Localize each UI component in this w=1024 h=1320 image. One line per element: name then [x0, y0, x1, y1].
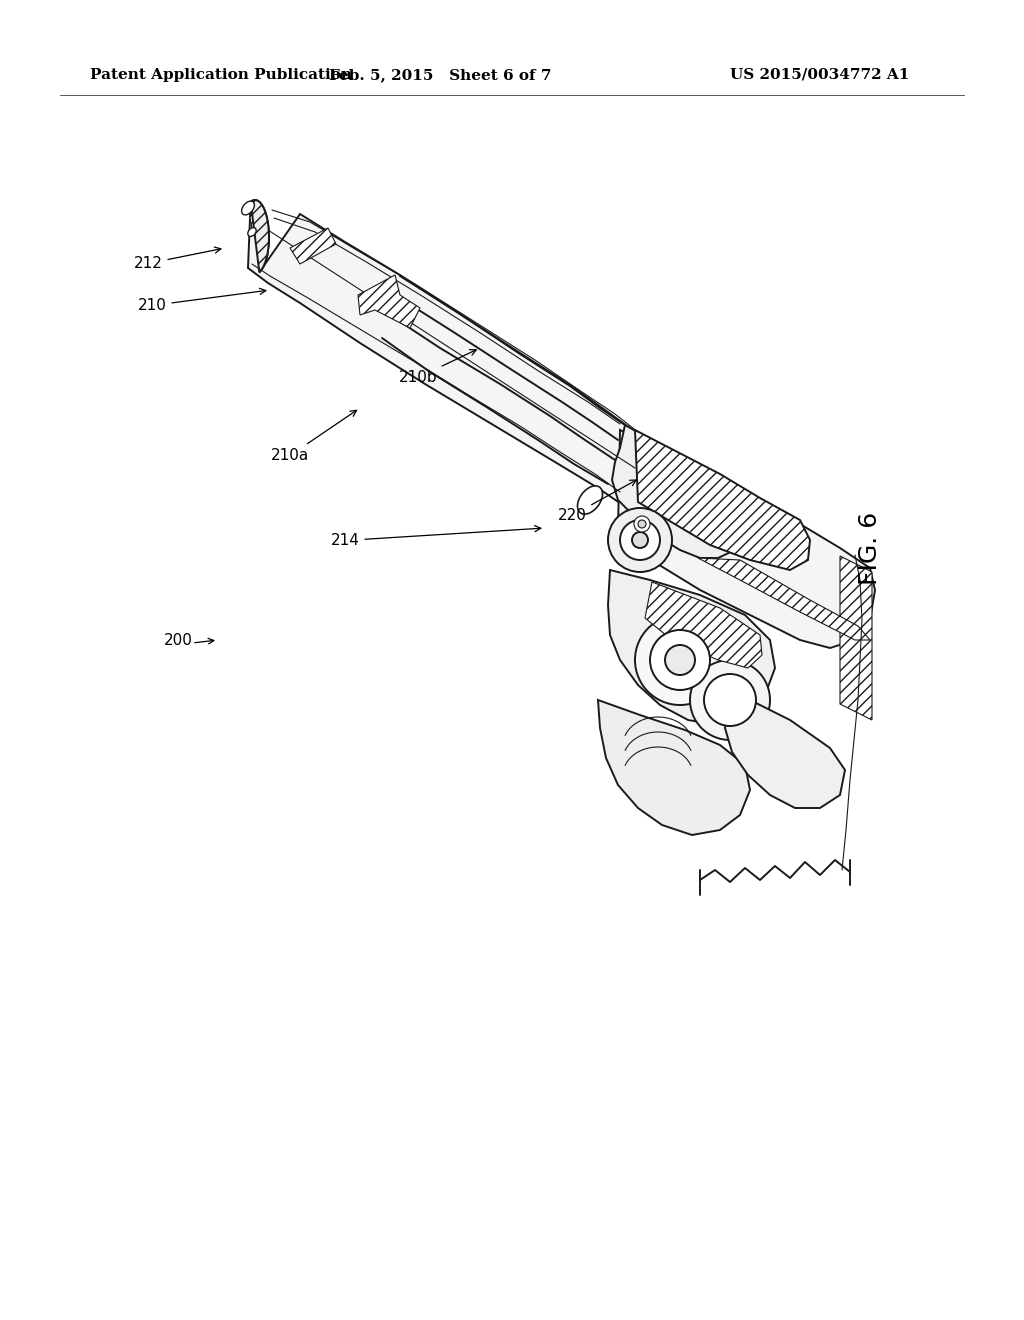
- Polygon shape: [250, 201, 269, 272]
- Circle shape: [608, 508, 672, 572]
- Text: 214: 214: [331, 525, 541, 548]
- Text: 210: 210: [137, 288, 266, 313]
- Polygon shape: [725, 690, 845, 808]
- Text: 212: 212: [133, 247, 221, 271]
- Polygon shape: [635, 430, 810, 570]
- Circle shape: [705, 675, 756, 726]
- Circle shape: [638, 520, 646, 528]
- Circle shape: [665, 645, 695, 675]
- Text: 210b: 210b: [398, 350, 476, 385]
- Polygon shape: [358, 275, 420, 327]
- Polygon shape: [645, 582, 762, 668]
- Polygon shape: [840, 556, 872, 719]
- Text: 210a: 210a: [271, 411, 356, 463]
- Text: 200: 200: [164, 634, 193, 648]
- Ellipse shape: [248, 227, 256, 236]
- Circle shape: [620, 520, 660, 560]
- Text: US 2015/0034772 A1: US 2015/0034772 A1: [730, 69, 909, 82]
- Polygon shape: [251, 201, 269, 272]
- Text: Feb. 5, 2015   Sheet 6 of 7: Feb. 5, 2015 Sheet 6 of 7: [329, 69, 551, 82]
- Text: Patent Application Publication: Patent Application Publication: [90, 69, 352, 82]
- Polygon shape: [608, 570, 775, 725]
- Polygon shape: [612, 425, 750, 558]
- Circle shape: [635, 615, 725, 705]
- Polygon shape: [248, 201, 630, 510]
- Text: FIG. 6: FIG. 6: [858, 512, 882, 585]
- Text: 220: 220: [557, 480, 636, 523]
- Polygon shape: [598, 700, 750, 836]
- Circle shape: [632, 532, 648, 548]
- Circle shape: [634, 516, 650, 532]
- Circle shape: [690, 660, 770, 741]
- Polygon shape: [290, 228, 336, 264]
- Ellipse shape: [242, 201, 254, 215]
- Polygon shape: [698, 558, 870, 640]
- Ellipse shape: [578, 486, 602, 513]
- Circle shape: [650, 630, 710, 690]
- Polygon shape: [618, 430, 874, 648]
